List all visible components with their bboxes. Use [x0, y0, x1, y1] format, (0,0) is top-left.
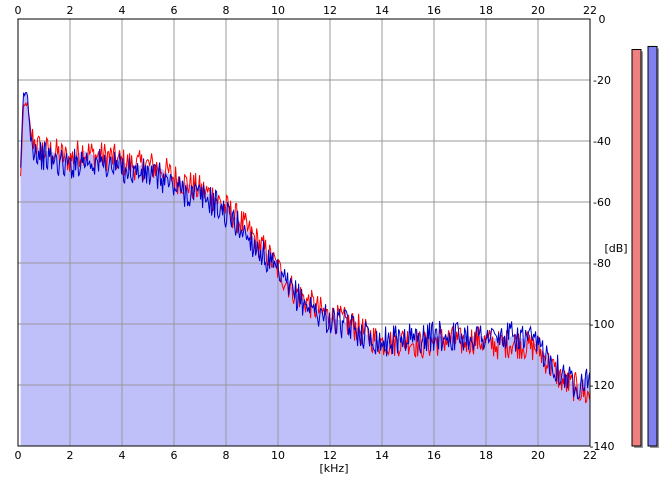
x-tick-label-top: 8: [223, 4, 230, 17]
x-tick-label-bottom: 16: [427, 449, 441, 462]
x-tick-label-top: 4: [119, 4, 126, 17]
spectrum-series: [20, 92, 591, 404]
y-tick-label: -80: [593, 257, 611, 270]
plot-grid: [17, 18, 591, 447]
x-axis-label: [kHz]: [320, 462, 349, 475]
x-tick-label-bottom: 10: [271, 449, 285, 462]
x-tick-label-top: 2: [67, 4, 74, 17]
x-tick-label-bottom: 14: [375, 449, 389, 462]
level-meter-1: [631, 49, 642, 447]
y-tick-label: -140: [590, 440, 615, 453]
y-tick-label: -60: [593, 196, 611, 209]
spectrum-line-2: [20, 92, 591, 400]
y-tick-label: -120: [590, 379, 615, 392]
x-tick-label-top: 18: [479, 4, 493, 17]
plot-border: [17, 18, 591, 447]
x-tick-label-top: 20: [531, 4, 545, 17]
level-meters: [631, 45, 659, 448]
y-axis-right: 0 -20 -40 -60 -80 -100 -120 -140: [590, 13, 615, 453]
x-axis-top: 0 2 4 6 8 10 12 14 16 18 20 22: [15, 4, 598, 17]
x-tick-label-bottom: 0: [15, 449, 22, 462]
x-tick-label-bottom: 6: [171, 449, 178, 462]
x-tick-label-bottom: 8: [223, 449, 230, 462]
x-tick-label-top: 12: [323, 4, 337, 17]
x-tick-label-top: 16: [427, 4, 441, 17]
y-tick-label: 0: [599, 13, 606, 26]
x-tick-label-bottom: 22: [583, 449, 597, 462]
x-tick-label-top: 22: [583, 4, 597, 17]
x-tick-label-top: 6: [171, 4, 178, 17]
level-meter-2: [647, 45, 658, 447]
x-tick-label-top: 10: [271, 4, 285, 17]
x-tick-label-top: 14: [375, 4, 389, 17]
x-axis-bottom: 0 2 4 6 8 10 12 14 16 18 20 22: [15, 449, 598, 462]
x-tick-label-bottom: 2: [67, 449, 74, 462]
y-tick-label: -100: [590, 318, 615, 331]
y-tick-label: -20: [593, 74, 611, 87]
x-tick-label-bottom: 18: [479, 449, 493, 462]
y-axis-label: [dB]: [604, 242, 627, 255]
x-tick-label-bottom: 20: [531, 449, 545, 462]
x-tick-label-top: 0: [15, 4, 22, 17]
x-tick-label-bottom: 12: [323, 449, 337, 462]
y-tick-label: -40: [593, 135, 611, 148]
x-tick-label-bottom: 4: [119, 449, 126, 462]
spectrum-line-1: [20, 101, 591, 404]
